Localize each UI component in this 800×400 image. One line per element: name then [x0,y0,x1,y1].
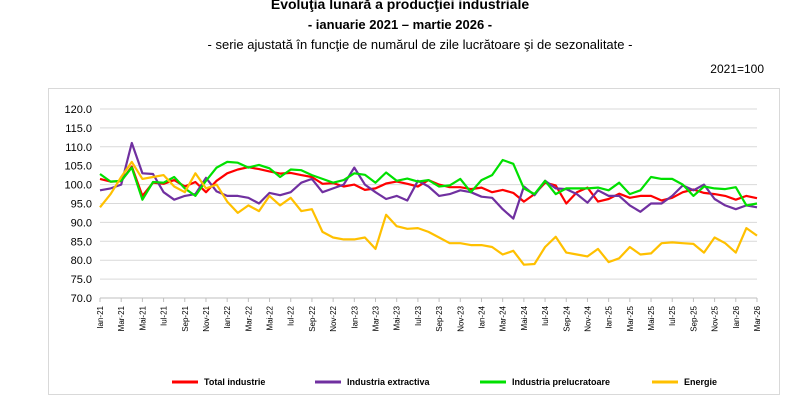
y-tick-label: 70.0 [71,293,92,305]
grid-lines [100,108,757,299]
x-tick-label: Mar-21 [117,305,126,331]
x-tick-label: Iul-24 [541,305,550,326]
x-tick-label: Ian-22 [223,305,232,328]
series-line-1 [99,141,758,220]
y-tick-label: 85.0 [71,236,92,248]
x-tick-label: Mar-24 [499,305,508,331]
x-tick-label: Sep-23 [435,305,444,331]
x-tick-label: Iul-25 [668,305,677,326]
y-tick-label: 105.0 [64,161,92,173]
y-tick-label: 80.0 [71,255,92,267]
series-lines [99,141,758,266]
legend-label: Industria prelucratoare [512,377,610,387]
x-tick-label: Nov-25 [711,305,720,331]
x-tick-label: Mai-21 [138,305,147,330]
x-tick-label: Sep-25 [689,305,698,331]
legend-label: Total industrie [204,377,265,387]
y-tick-label: 95.0 [71,199,92,211]
x-tick-label: Sep-24 [562,305,571,331]
x-tick-label: Mai-25 [647,305,656,330]
chart-title: Evoluţia lunară a producţiei industriale [270,0,530,12]
x-tick-label: Nov-21 [202,305,211,331]
x-tick-label: Mar-23 [372,305,381,331]
x-tick-label: Sep-22 [308,305,317,331]
x-tick-label: Ian-24 [477,305,486,328]
series-line-3 [99,160,758,266]
x-tick-label: Mai-22 [266,305,275,330]
x-tick-label: Nov-24 [583,305,592,331]
chart-subtitle: - ianuarie 2021 – martie 2026 - [307,17,493,32]
x-tick-label: Mar-22 [244,305,253,331]
index-base-label: 2021=100 [710,62,764,76]
x-tick-label: Mai-24 [520,305,529,330]
series-line-2 [99,158,758,207]
x-tick-label: Sep-21 [181,305,190,331]
y-tick-label: 115.0 [65,123,92,135]
y-tick-label: 110.0 [65,142,92,154]
y-axis-ticks: 70.0 75.0 80.0 85.0 90.0 95.0 100.0 105.0 110.0 1… [64,104,92,305]
legend-label: Industria extractiva [347,377,431,387]
x-tick-label: Mar-25 [626,305,635,331]
x-tick-label: Mai-23 [393,305,402,330]
x-tick-label: Ian-25 [605,305,614,328]
x-tick-label: Iul-21 [160,305,169,326]
chart-note: - serie ajustată în funcţie de numărul d… [207,37,633,52]
x-tick-label: Ian-23 [350,305,359,328]
y-tick-label: 90.0 [71,217,92,229]
chart-frame [48,88,780,395]
y-tick-label: 120.0 [64,104,92,116]
x-tick-label: Iul-22 [287,305,296,326]
legend: Total industrie Industria extractiva Indus… [172,377,717,387]
x-tick-label: Mar-26 [753,305,762,331]
x-tick-label: Ian-26 [732,305,741,328]
legend-label: Energie [684,377,717,387]
y-tick-label: 100.0 [64,180,92,192]
y-tick-label: 75.0 [71,274,92,286]
x-tick-label: Ian-21 [96,305,105,328]
x-tick-label: Nov-23 [456,305,465,331]
x-axis-ticks: Ian-21 Mar-21 Mai-21 Iul-21 Sep-21 Nov-21 Ian-… [96,298,762,332]
x-tick-label: Iul-23 [414,305,423,326]
x-tick-label: Nov-22 [329,305,338,331]
